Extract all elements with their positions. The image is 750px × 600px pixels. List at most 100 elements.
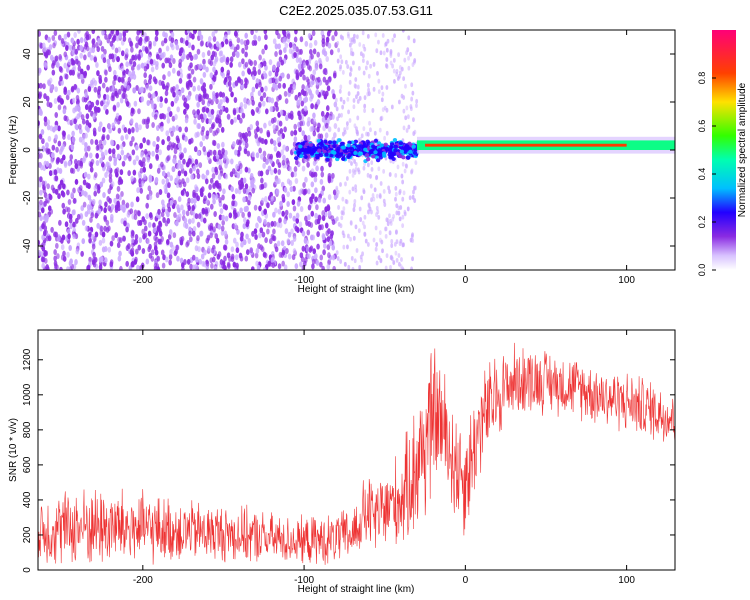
spectrogram-cell (164, 90, 169, 97)
spectrogram-cell (293, 136, 298, 143)
spectrogram-cell (267, 165, 272, 172)
spectrogram-cell (388, 213, 391, 219)
spectrogram-cell (352, 235, 356, 241)
spectrogram-cell (405, 144, 410, 149)
spectrogram-cell (400, 257, 403, 262)
spectrogram-cell (95, 61, 99, 68)
spectrogram-cell (77, 30, 81, 34)
spectrogram-cell (168, 229, 173, 236)
spectrogram-cell (310, 171, 315, 178)
spectrogram-cell (132, 169, 137, 176)
spectrogram-cell (51, 144, 56, 151)
spectrogram-cell (100, 45, 105, 52)
spectrogram-cell (82, 179, 87, 186)
spectrogram-cell (285, 115, 289, 122)
spectrogram-cell (394, 185, 398, 191)
spectrogram-cell (207, 224, 212, 231)
spectrogram-cell (66, 189, 70, 196)
spectrogram-cell (372, 237, 376, 243)
spectrogram-cell (57, 34, 62, 41)
spectrogram-cell (231, 200, 235, 207)
spectrogram-cell (116, 143, 120, 150)
spectrogram-cell (266, 202, 270, 209)
spectrogram-cell (331, 218, 336, 225)
spectrogram-cell (53, 260, 58, 267)
spectrogram-cell (377, 166, 381, 172)
spectrogram-cell (184, 135, 188, 142)
spectrogram-cell (210, 247, 215, 254)
spectrogram-cell (362, 43, 366, 49)
spectrogram-cell (58, 54, 62, 61)
spectrogram-cell (258, 232, 262, 239)
spectrogram-cell (363, 103, 367, 109)
spectrogram-cell (158, 238, 163, 245)
x-tick-label: 0 (463, 575, 469, 586)
spectrogram-cell (321, 210, 326, 217)
spectrogram-cell (346, 96, 350, 102)
spectrogram-cell (61, 154, 66, 161)
spectrogram-cell (372, 62, 376, 67)
spectrogram-cell (186, 35, 190, 42)
spectrogram-cell (199, 77, 204, 84)
spectrogram-cell (129, 118, 134, 125)
spectrogram-cell (67, 59, 72, 66)
spectrogram-cell (251, 266, 255, 270)
spectrogram-cell (339, 182, 342, 187)
spectrogram-cell (200, 129, 205, 136)
spectrogram-cell (141, 228, 145, 235)
spectrogram-cell (70, 167, 74, 174)
spectrogram-cell (357, 169, 361, 175)
spectrogram-cell (364, 238, 368, 244)
spectrogram-cell (102, 57, 107, 64)
spectrogram-cell (274, 189, 278, 196)
spectrogram-cell (289, 186, 294, 193)
spectrogram-cell (255, 78, 260, 85)
spectrogram-cell (153, 113, 158, 120)
spectrogram-cell (298, 57, 302, 64)
spectrogram-cell (263, 218, 267, 225)
spectrogram-cell (358, 42, 362, 47)
spectrogram-cell (241, 58, 245, 65)
spectrogram-cell (118, 250, 122, 257)
spectrogram-cell (362, 70, 366, 76)
spectrogram-cell (299, 261, 303, 268)
spectrogram-cell (55, 146, 59, 153)
spectrogram-cell (383, 135, 387, 141)
spectrogram-cell (112, 35, 117, 42)
spectrogram-cell (191, 44, 195, 51)
spectrogram-cell (177, 196, 182, 203)
spectrogram-cell (111, 122, 116, 129)
spectrogram-cell (209, 72, 214, 79)
spectrogram-cell (285, 247, 289, 254)
spectrogram-cell (378, 230, 382, 236)
spectrogram-cell (235, 247, 240, 254)
spectrogram-cell (53, 249, 57, 256)
spectrogram-cell (347, 109, 350, 115)
x-tick-label: 0 (463, 275, 469, 286)
spectrogram-cell (72, 107, 76, 114)
spectrogram-cell (327, 126, 332, 133)
spectrogram-cell (352, 60, 355, 66)
spectrogram-cell (284, 228, 289, 235)
spectrogram-cell (202, 71, 207, 78)
spectrogram-cell (389, 255, 393, 261)
spectrogram-cell (328, 76, 332, 83)
spectrogram-cell (195, 256, 199, 263)
spectrogram-cell (140, 180, 145, 187)
spectrogram-cell (363, 232, 367, 237)
spectrogram-cell (296, 99, 301, 106)
spectrogram-cell (290, 130, 294, 137)
spectrogram-cell (306, 78, 311, 85)
spectrogram-cell (251, 40, 256, 47)
spectrogram-cell (278, 49, 283, 56)
spectrogram-cell (353, 151, 358, 156)
spectrogram-cell (406, 206, 410, 212)
spectrogram-cell (169, 199, 174, 206)
spectrogram-cell (186, 239, 190, 246)
spectrogram-cell (392, 260, 396, 265)
spectrogram-cell (401, 266, 404, 270)
spectrogram-cell (349, 71, 352, 77)
spectrogram-cell (296, 200, 301, 207)
spectrogram-cell (209, 83, 213, 90)
spectrogram-cell (193, 118, 197, 125)
